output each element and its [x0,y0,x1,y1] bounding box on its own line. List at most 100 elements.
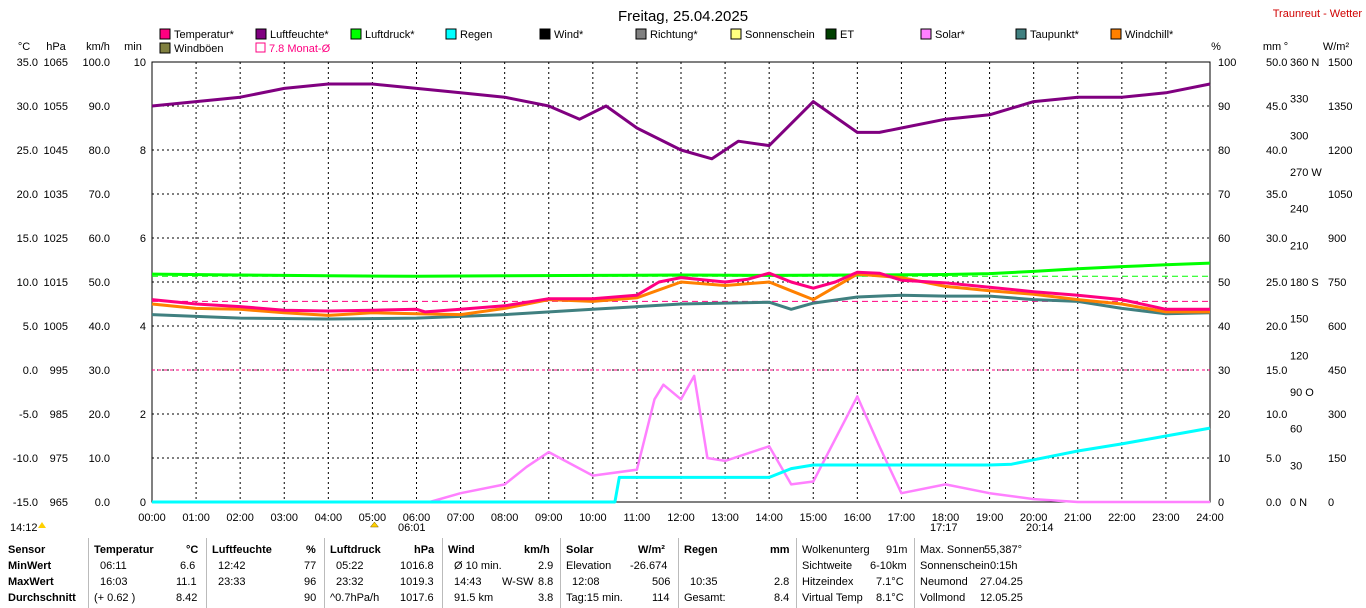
wind-avg10-label: Ø 10 min. [454,560,502,572]
astro-label-0: Max. Sonnen [920,544,985,556]
x-tick-label: 02:00 [226,512,254,524]
solar-unit: W/m² [638,544,665,556]
wind-max-val: 8.8 [538,576,554,588]
y-tick-label: 70 [1218,189,1230,201]
y-tick-label: 240 [1290,204,1308,216]
y-tick-label: 6 [140,233,146,245]
hum-max-val: 96 [304,576,317,588]
y-tick-label: 0 [1218,497,1224,509]
x-tick-label: 05:00 [359,512,387,524]
misc-val-3: 8.1°C [876,592,904,604]
y-tick-label: 100.0 [82,57,110,69]
y-tick-label: 45.0 [1266,101,1287,113]
astro-label-1: Sonnenschein [920,560,990,572]
axis-unit: °C [18,41,30,53]
site-label: Traunreut - Wetter [1273,8,1363,20]
hum-head: Luftfeuchte [212,544,272,556]
y-tick-label: 40 [1218,321,1230,333]
y-tick-label: 20 [1218,409,1230,421]
y-tick-label: 25.0 [17,145,38,157]
y-tick-label: 15.0 [1266,365,1287,377]
sensor-head: Sensor [8,544,46,556]
misc-label-2: Hitzeindex [802,576,854,588]
legend-label: Regen [460,29,492,41]
y-tick-label: 0 [140,497,146,509]
legend-label: Solar* [935,29,966,41]
legend-label: Windböen [174,43,224,55]
y-tick-label: 985 [50,409,68,421]
y-tick-label: 1045 [44,145,68,157]
x-tick-label: 12:00 [667,512,695,524]
y-tick-label: 270 W [1290,167,1322,179]
legend-swatch [445,28,457,40]
x-tick-label: 10:00 [579,512,607,524]
y-tick-label: 60 [1290,424,1302,436]
solar-max-val: 506 [652,576,671,588]
y-tick-label: 0 N [1290,497,1307,509]
axis-unit: hPa [46,41,66,53]
rain-total-label: Gesamt: [684,592,726,604]
press-avg-val: 1017.6 [400,592,434,604]
axis-unit: mm [1263,41,1281,53]
x-tick-label: 07:00 [447,512,475,524]
wind-max-time: 14:43 [454,576,482,588]
x-tick-label: 23:00 [1152,512,1180,524]
solar-elev-val: -26.674 [630,560,668,572]
y-tick-label: 60 [1218,233,1230,245]
x-tick-label: 11:00 [624,512,651,524]
legend-swatch [920,28,932,40]
axis-unit: km/h [86,41,110,53]
y-tick-label: 50.0 [89,277,110,289]
y-tick-label: 90 O [1290,387,1314,399]
x-tick-label: 15:00 [799,512,827,524]
x-tick-label: 09:00 [535,512,563,524]
series-line [152,374,1210,504]
hum-min-time: 12:42 [218,560,246,572]
y-tick-label: 40.0 [1266,145,1287,157]
press-max-time: 23:32 [336,576,364,588]
x-tick-label: 01:00 [182,512,210,524]
legend-swatch [730,28,742,40]
temp-max-val: 11.1 [176,576,197,588]
y-tick-label: 80.0 [89,145,110,157]
legend-swatch [635,28,647,40]
y-tick-label: 30 [1218,365,1230,377]
wind-avg10-val: 2.9 [538,560,554,572]
series-line [152,426,1211,504]
series-line [151,82,1211,161]
axes: 00:00 01:00 02:00 03:00 04:00 05:00 06:00 07:00… [13,41,1353,524]
legend-label: Richtung* [650,29,698,41]
legend-label: Sonnenschein [745,29,815,41]
x-marker-label: 06:01 [398,522,426,534]
row-label-avg: Durchschnitt [8,592,76,604]
solar-avg-val: 114 [652,592,670,604]
legend-label: Windchill* [1125,29,1174,41]
y-tick-label: -5.0 [19,409,38,421]
solar-max-time: 12:08 [572,576,600,588]
x-tick-label: 16:00 [844,512,872,524]
legend-swatch [350,28,362,40]
y-tick-label: 60.0 [89,233,110,245]
stats-table: Sensor MinWert MaxWert Durchschnitt Temp… [0,536,1366,608]
y-tick-label: 10.0 [1266,409,1287,421]
y-tick-label: 5.0 [23,321,38,333]
y-tick-label: 1015 [44,277,68,289]
temp-max-time: 16:03 [100,576,128,588]
wind-run: 91.5 km [454,592,494,604]
misc-label-0: Wolkenunterg [802,544,870,556]
series-line [151,293,1211,321]
y-tick-label: 120 [1290,350,1308,362]
y-tick-label: 35.0 [17,57,38,69]
temp-avg-val: 8.42 [176,592,198,604]
y-tick-label: 5.0 [1266,453,1281,465]
x-tick-label: 20:00 [1020,512,1048,524]
y-tick-label: -10.0 [13,453,38,465]
x-tick-label: 24:00 [1196,512,1224,524]
y-tick-label: 8 [140,145,146,157]
wind-max-dir: W-SW [502,576,534,588]
misc-val-2: 7.1°C [876,576,904,588]
legend-label: Luftdruck* [365,29,415,41]
wind-head: Wind [448,544,475,556]
y-tick-label: 1200 [1328,145,1352,157]
press-max-val: 1019.3 [400,576,434,588]
